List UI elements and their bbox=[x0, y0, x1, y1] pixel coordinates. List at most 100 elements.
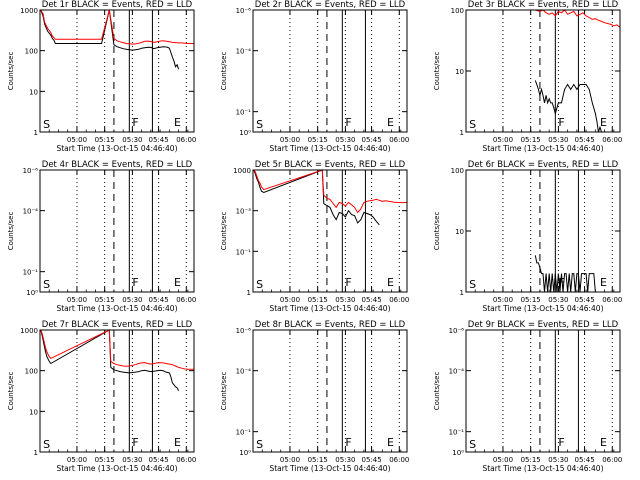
x-tick-label: 05:45 bbox=[148, 456, 168, 464]
marker-E: E bbox=[600, 116, 607, 129]
plot-frame bbox=[39, 329, 195, 453]
marker-E: E bbox=[174, 276, 181, 289]
y-tick-label: 10⁻⁴ bbox=[236, 368, 252, 376]
series-events-line bbox=[40, 9, 180, 70]
chart-title: Det 3r BLACK = Events, RED = LLD bbox=[468, 0, 619, 10]
chart-panel-8: Det 8r BLACK = Events, RED = LLD Counts/s… bbox=[220, 320, 409, 473]
x-tick-label: 05:00 bbox=[493, 296, 513, 304]
x-tick-label: 05:15 bbox=[521, 136, 541, 144]
y-axis-label: Counts/sec bbox=[433, 212, 441, 251]
series-events-line bbox=[534, 255, 599, 293]
y-axis-label: Counts/sec bbox=[433, 52, 441, 91]
plot-frame bbox=[39, 9, 195, 133]
marker-F: F bbox=[345, 276, 351, 289]
x-tick-label: 06:00 bbox=[389, 296, 409, 304]
x-tick-label: 05:00 bbox=[280, 296, 300, 304]
series-lld-line bbox=[40, 9, 194, 45]
y-tick-label: 10⁰ bbox=[239, 129, 251, 137]
x-tick-label: 05:30 bbox=[548, 136, 568, 144]
series-events-line bbox=[40, 329, 180, 392]
x-tick-label: 05:15 bbox=[95, 296, 115, 304]
x-tick-label: 05:45 bbox=[148, 296, 168, 304]
chart-panel-4: Det 4r BLACK = Events, RED = LLD Counts/s… bbox=[7, 160, 196, 313]
x-tick-label: 05:00 bbox=[67, 296, 87, 304]
x-tick-label: 05:45 bbox=[148, 136, 168, 144]
x-tick-label: 06:00 bbox=[602, 296, 622, 304]
chart-title: Det 4r BLACK = Events, RED = LLD bbox=[42, 160, 193, 170]
marker-E: E bbox=[600, 436, 607, 449]
x-axis-label: Start Time (13-Oct-15 04:46:40) bbox=[482, 304, 603, 313]
chart-panel-9: Det 9r BLACK = Events, RED = LLD Counts/s… bbox=[433, 320, 622, 473]
chart-title: Det 8r BLACK = Events, RED = LLD bbox=[255, 320, 406, 330]
x-tick-label: 05:30 bbox=[335, 456, 355, 464]
marker-F: F bbox=[132, 436, 138, 449]
chart-panel-7: Det 7r BLACK = Events, RED = LLD Counts/s… bbox=[7, 320, 196, 473]
x-tick-label: 05:30 bbox=[335, 296, 355, 304]
marker-F: F bbox=[345, 116, 351, 129]
x-tick-label: 05:30 bbox=[548, 296, 568, 304]
x-tick-label: 05:30 bbox=[122, 456, 142, 464]
y-tick-label: 10⁻¹ bbox=[236, 248, 252, 256]
x-tick-label: 06:00 bbox=[389, 136, 409, 144]
x-tick-label: 05:30 bbox=[548, 456, 568, 464]
y-tick-label: 1 bbox=[460, 289, 464, 297]
x-tick-label: 05:00 bbox=[280, 136, 300, 144]
series-events-line bbox=[253, 169, 380, 226]
y-tick-label: 10 bbox=[455, 228, 464, 236]
chart-panel-6: Det 6r BLACK = Events, RED = LLD Counts/s… bbox=[433, 160, 622, 313]
marker-E: E bbox=[387, 436, 394, 449]
x-axis-label: Start Time (13-Oct-15 04:46:40) bbox=[269, 464, 390, 473]
x-tick-label: 05:00 bbox=[67, 136, 87, 144]
y-tick-label: 10⁻¹ bbox=[449, 429, 465, 437]
y-tick-label: 10⁻¹ bbox=[236, 429, 252, 437]
marker-S: S bbox=[256, 118, 263, 131]
x-axis-label: Start Time (13-Oct-15 04:46:40) bbox=[482, 464, 603, 473]
marker-S: S bbox=[43, 438, 50, 451]
plot-frame bbox=[252, 169, 408, 293]
chart-panel-3: Det 3r BLACK = Events, RED = LLD Counts/s… bbox=[433, 0, 622, 153]
marker-E: E bbox=[174, 436, 181, 449]
marker-F: F bbox=[132, 276, 138, 289]
marker-E: E bbox=[600, 276, 607, 289]
series-lld-line bbox=[40, 329, 194, 370]
y-tick-label: 10 bbox=[29, 88, 38, 96]
y-tick-label: 1000 bbox=[20, 327, 38, 335]
plot-frame bbox=[39, 169, 195, 293]
y-tick-label: 10 bbox=[455, 68, 464, 76]
y-tick-label: 100 bbox=[25, 48, 38, 56]
x-tick-label: 05:45 bbox=[361, 296, 381, 304]
x-axis-label: Start Time (13-Oct-15 04:46:40) bbox=[56, 144, 177, 153]
marker-E: E bbox=[387, 276, 394, 289]
chart-title: Det 1r BLACK = Events, RED = LLD bbox=[42, 0, 193, 10]
marker-S: S bbox=[469, 438, 476, 451]
marker-S: S bbox=[256, 278, 263, 291]
y-tick-label: 100 bbox=[25, 368, 38, 376]
x-tick-label: 05:15 bbox=[95, 136, 115, 144]
x-tick-label: 05:45 bbox=[574, 136, 594, 144]
marker-F: F bbox=[558, 436, 564, 449]
x-tick-label: 05:30 bbox=[122, 296, 142, 304]
marker-E: E bbox=[387, 116, 394, 129]
y-tick-label: 10⁻⁴ bbox=[236, 48, 252, 56]
x-tick-label: 06:00 bbox=[176, 296, 196, 304]
y-axis-label: Counts/sec bbox=[7, 372, 15, 411]
y-tick-label: 1 bbox=[247, 289, 251, 297]
x-tick-label: 05:45 bbox=[361, 456, 381, 464]
plot-frame bbox=[252, 329, 408, 453]
x-tick-label: 05:45 bbox=[574, 456, 594, 464]
x-tick-label: 05:15 bbox=[521, 456, 541, 464]
y-tick-label: 10⁰ bbox=[452, 449, 464, 457]
x-axis-label: Start Time (13-Oct-15 04:46:40) bbox=[482, 144, 603, 153]
plot-frame bbox=[465, 329, 621, 453]
chart-panel-1: Det 1r BLACK = Events, RED = LLD Counts/s… bbox=[7, 0, 196, 153]
series-lld-line bbox=[253, 169, 408, 214]
y-tick-label: 100 bbox=[451, 7, 464, 15]
marker-F: F bbox=[345, 436, 351, 449]
y-axis-label: Counts/sec bbox=[7, 212, 15, 251]
x-tick-label: 05:30 bbox=[122, 136, 142, 144]
y-tick-label: 10⁻⁶ bbox=[236, 327, 252, 335]
x-tick-label: 05:00 bbox=[493, 136, 513, 144]
y-tick-label: 10⁻⁶ bbox=[449, 327, 465, 335]
x-tick-label: 05:00 bbox=[280, 456, 300, 464]
